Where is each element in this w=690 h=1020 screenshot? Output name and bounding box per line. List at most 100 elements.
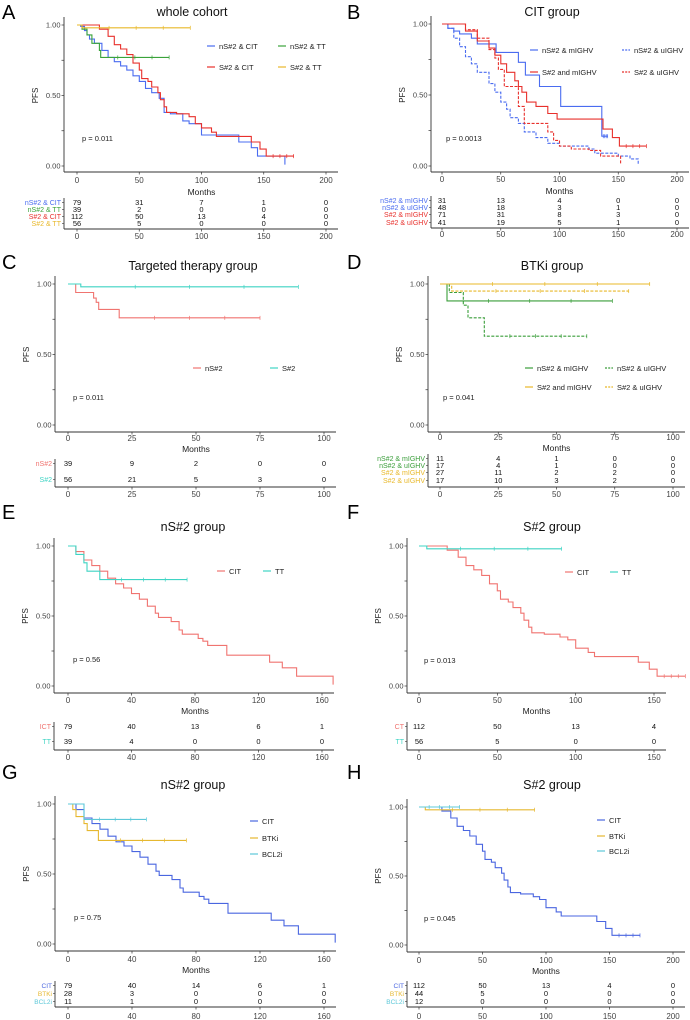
- risk-table-value: 4: [129, 737, 133, 746]
- km-curve-tt: [68, 545, 188, 581]
- risk-table-label: S#2 & TT: [32, 221, 62, 228]
- legend-label: S#2 and mIGHV: [537, 383, 592, 392]
- risk-table-value: 71: [438, 210, 446, 219]
- km-panel-H: H S#2 group 0.00 0.50 1.00 PFS 0 50 100 150 200 Mon…: [345, 760, 690, 1020]
- y-axis-label: PFS: [374, 868, 383, 884]
- p-value: p = 0.011: [82, 134, 113, 143]
- y-tick-label: 0.50: [36, 612, 51, 621]
- x-tick-label: 75: [610, 433, 619, 442]
- risk-table-value: 13: [542, 981, 550, 990]
- risk-table-value: 0: [194, 989, 198, 998]
- risk-table-value: 7: [199, 198, 203, 207]
- risk-table-value: 0: [671, 989, 675, 998]
- km-panel-F: F S#2 group 0.00 0.50 1.00 PFS 0 50 100 150 Months…: [345, 500, 690, 760]
- km-curve-s-2-uighv: [440, 283, 629, 292]
- x-tick-label: 40: [128, 955, 137, 964]
- risk-table-label: TT: [42, 739, 51, 746]
- risk-table-value: 1: [130, 997, 134, 1006]
- risk-x-tick-label: 80: [191, 753, 200, 760]
- p-value: p = 0.56: [73, 655, 100, 664]
- risk-table-value: 31: [438, 196, 446, 205]
- km-curve-s-2-cit: [77, 24, 294, 157]
- risk-x-tick-label: 0: [438, 490, 443, 499]
- risk-table-value: 11: [64, 997, 72, 1006]
- legend-label: CIT: [577, 568, 590, 577]
- risk-table-value: 44: [415, 989, 423, 998]
- risk-table-value: 0: [322, 989, 326, 998]
- km-curve-ns-2-uighv: [442, 23, 639, 165]
- risk-table-value: 31: [497, 210, 505, 219]
- risk-table-value: 39: [73, 205, 81, 214]
- panel-title: CIT group: [524, 5, 579, 19]
- legend-label: S#2: [282, 364, 295, 373]
- risk-table-value: 12: [415, 997, 423, 1006]
- x-tick-label: 120: [253, 955, 267, 964]
- y-tick-label: 0.50: [37, 870, 52, 879]
- risk-x-tick-label: 50: [493, 753, 502, 760]
- km-curve-ns-2: [68, 283, 260, 319]
- risk-x-tick-label: 25: [494, 490, 503, 499]
- risk-table-value: 5: [194, 475, 198, 484]
- panel-title: BTKi group: [521, 259, 584, 273]
- risk-table-label: nS#2 & uIGHV: [379, 463, 425, 470]
- risk-x-tick-label: 75: [610, 490, 619, 499]
- risk-table-label: S#2 & CIT: [29, 214, 62, 221]
- x-tick-label: 25: [494, 433, 503, 442]
- risk-table-value: 39: [64, 737, 72, 746]
- risk-table-value: 1: [554, 454, 558, 463]
- risk-table-value: 10: [494, 476, 502, 485]
- risk-table-value: 0: [194, 997, 198, 1006]
- legend-label: BCL2i: [609, 847, 630, 856]
- risk-table-value: 31: [135, 198, 143, 207]
- risk-table-value: 1: [322, 981, 326, 990]
- y-tick-label: 1.00: [413, 20, 428, 29]
- legend-label: BTKi: [609, 832, 626, 841]
- risk-table-value: 3: [616, 210, 620, 219]
- risk-table-value: 0: [671, 454, 675, 463]
- y-tick-label: 0.00: [389, 682, 404, 691]
- x-tick-label: 200: [666, 956, 680, 965]
- risk-x-tick-label: 200: [666, 1012, 680, 1020]
- risk-table-value: 0: [671, 461, 675, 470]
- y-tick-label: 0.00: [389, 941, 404, 950]
- x-tick-label: 150: [257, 176, 271, 185]
- x-axis-label: Months: [181, 706, 209, 716]
- risk-table-value: 0: [322, 459, 326, 468]
- x-tick-label: 75: [256, 434, 265, 443]
- x-tick-label: 50: [496, 175, 505, 184]
- legend-label: TT: [275, 567, 285, 576]
- risk-table-value: 13: [571, 722, 579, 731]
- risk-table-value: 5: [557, 218, 561, 227]
- km-plot-C: C Targeted therapy group 0.00 0.50 1.00 PFS 0 2…: [2, 252, 336, 499]
- risk-table-label: BCL2i: [386, 999, 404, 1006]
- risk-table-value: 1: [320, 722, 324, 731]
- panel-letter: G: [2, 762, 18, 784]
- risk-x-tick-label: 80: [192, 1012, 201, 1020]
- risk-table-value: 0: [480, 997, 484, 1006]
- risk-x-tick-label: 100: [195, 232, 209, 241]
- y-tick-label: 0.00: [37, 940, 52, 949]
- risk-table-value: 0: [256, 737, 260, 746]
- x-tick-label: 50: [478, 956, 487, 965]
- risk-table-value: 0: [613, 461, 617, 470]
- y-tick-label: 0.50: [389, 872, 404, 881]
- x-tick-label: 150: [603, 956, 617, 965]
- x-axis-label: Months: [182, 965, 210, 975]
- risk-x-tick-label: 150: [257, 232, 271, 241]
- risk-x-tick-label: 0: [75, 232, 80, 241]
- km-panel-B: B CIT group 0.00 0.50 1.00 PFS 0 50 100 150 200 Mon…: [345, 0, 690, 250]
- risk-table-value: 9: [130, 459, 134, 468]
- y-tick-label: 0.00: [37, 421, 52, 430]
- risk-x-tick-label: 0: [440, 230, 445, 239]
- legend-label: BCL2i: [262, 850, 283, 859]
- legend-label: nS#2 & TT: [290, 42, 326, 51]
- risk-table-value: 0: [262, 219, 266, 228]
- risk-x-tick-label: 0: [66, 1012, 71, 1020]
- risk-table-value: 4: [496, 454, 500, 463]
- risk-x-tick-label: 100: [539, 1012, 553, 1020]
- y-tick-label: 1.00: [389, 542, 404, 551]
- risk-table-value: 56: [73, 219, 81, 228]
- risk-x-tick-label: 100: [666, 490, 680, 499]
- km-curve-ns-2-tt: [77, 24, 170, 58]
